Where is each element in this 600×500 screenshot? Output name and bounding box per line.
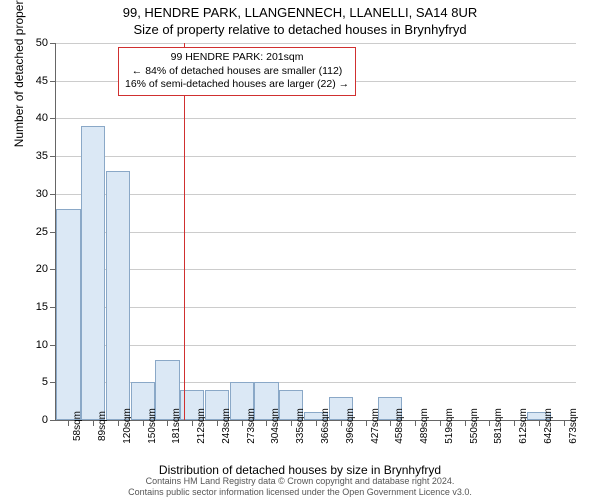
gridline xyxy=(56,194,576,195)
x-tick xyxy=(316,420,317,426)
chart-container: 99, HENDRE PARK, LLANGENNECH, LLANELLI, … xyxy=(0,0,600,500)
annotation-line-1: 99 HENDRE PARK: 201sqm xyxy=(125,51,349,65)
y-tick xyxy=(50,43,56,44)
y-tick-label: 15 xyxy=(36,301,48,313)
x-tick xyxy=(366,420,367,426)
y-tick xyxy=(50,194,56,195)
x-tick xyxy=(93,420,94,426)
x-tick xyxy=(440,420,441,426)
y-tick xyxy=(50,269,56,270)
x-tick xyxy=(341,420,342,426)
title-line-1: 99, HENDRE PARK, LLANGENNECH, LLANELLI, … xyxy=(0,5,600,20)
x-tick xyxy=(118,420,119,426)
gridline xyxy=(56,156,576,157)
x-tick xyxy=(242,420,243,426)
x-tick-label: 673sqm xyxy=(568,408,579,444)
x-tick-label: 642sqm xyxy=(543,408,554,444)
x-tick xyxy=(539,420,540,426)
x-tick xyxy=(489,420,490,426)
y-tick xyxy=(50,156,56,157)
x-tick-label: 550sqm xyxy=(469,408,480,444)
bar xyxy=(56,209,80,420)
x-tick xyxy=(192,420,193,426)
x-tick xyxy=(167,420,168,426)
y-axis-title: Number of detached properties xyxy=(12,0,26,147)
y-tick-label: 20 xyxy=(36,263,48,275)
gridline xyxy=(56,118,576,119)
x-tick-label: 396sqm xyxy=(345,408,356,444)
x-tick xyxy=(415,420,416,426)
x-tick xyxy=(390,420,391,426)
x-tick xyxy=(68,420,69,426)
title-line-2: Size of property relative to detached ho… xyxy=(0,22,600,37)
y-tick-label: 30 xyxy=(36,188,48,200)
y-tick xyxy=(50,118,56,119)
x-tick xyxy=(143,420,144,426)
reference-line xyxy=(184,43,185,420)
x-axis-title: Distribution of detached houses by size … xyxy=(0,463,600,477)
y-tick xyxy=(50,345,56,346)
gridline xyxy=(56,269,576,270)
gridline xyxy=(56,307,576,308)
footer-line-1: Contains HM Land Registry data © Crown c… xyxy=(0,476,600,487)
x-tick-label: 458sqm xyxy=(394,408,405,444)
x-tick xyxy=(217,420,218,426)
y-tick-label: 25 xyxy=(36,226,48,238)
y-tick-label: 40 xyxy=(36,112,48,124)
gridline xyxy=(56,345,576,346)
y-tick xyxy=(50,307,56,308)
x-tick-label: 489sqm xyxy=(419,408,430,444)
y-tick-label: 45 xyxy=(36,75,48,87)
y-tick xyxy=(50,382,56,383)
x-tick xyxy=(465,420,466,426)
x-tick-label: 519sqm xyxy=(444,408,455,444)
x-tick xyxy=(514,420,515,426)
gridline xyxy=(56,232,576,233)
x-tick-label: 581sqm xyxy=(493,408,504,444)
y-tick-label: 35 xyxy=(36,150,48,162)
bar xyxy=(106,171,130,420)
footer-line-2: Contains public sector information licen… xyxy=(0,487,600,498)
y-tick xyxy=(50,420,56,421)
annotation-line-3: 16% of semi-detached houses are larger (… xyxy=(125,78,349,92)
annotation-box: 99 HENDRE PARK: 201sqm ← 84% of detached… xyxy=(118,47,356,96)
x-tick xyxy=(564,420,565,426)
y-tick-label: 0 xyxy=(42,414,48,426)
bar xyxy=(81,126,105,420)
y-tick-label: 50 xyxy=(36,37,48,49)
y-tick xyxy=(50,232,56,233)
y-tick-label: 10 xyxy=(36,339,48,351)
x-tick xyxy=(266,420,267,426)
annotation-line-2: ← 84% of detached houses are smaller (11… xyxy=(125,65,349,79)
x-tick xyxy=(291,420,292,426)
footer: Contains HM Land Registry data © Crown c… xyxy=(0,476,600,498)
plot-area: 0510152025303540455058sqm89sqm120sqm150s… xyxy=(55,43,576,421)
gridline xyxy=(56,43,576,44)
y-tick xyxy=(50,81,56,82)
y-tick-label: 5 xyxy=(42,376,48,388)
